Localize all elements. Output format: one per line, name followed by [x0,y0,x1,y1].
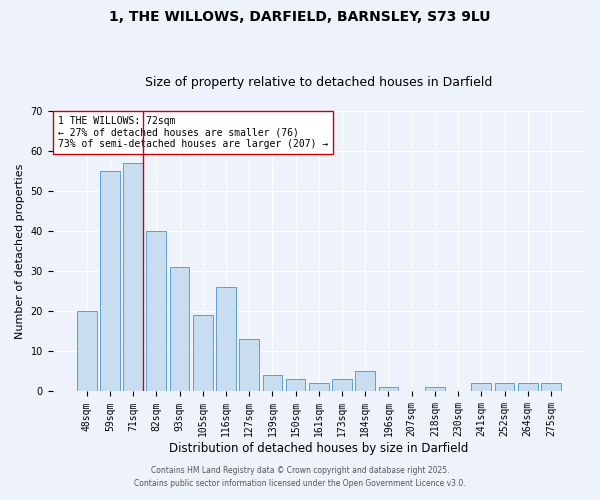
Bar [494,384,514,392]
Bar [263,376,282,392]
Bar [472,384,491,392]
Y-axis label: Number of detached properties: Number of detached properties [15,164,25,339]
Bar [100,172,120,392]
Bar [170,268,190,392]
Text: 1 THE WILLOWS: 72sqm
← 27% of detached houses are smaller (76)
73% of semi-detac: 1 THE WILLOWS: 72sqm ← 27% of detached h… [58,116,328,149]
Bar [379,388,398,392]
Title: Size of property relative to detached houses in Darfield: Size of property relative to detached ho… [145,76,493,90]
X-axis label: Distribution of detached houses by size in Darfield: Distribution of detached houses by size … [169,442,469,455]
Bar [425,388,445,392]
Bar [77,312,97,392]
Bar [193,316,212,392]
Bar [286,380,305,392]
Text: Contains HM Land Registry data © Crown copyright and database right 2025.
Contai: Contains HM Land Registry data © Crown c… [134,466,466,487]
Bar [309,384,329,392]
Bar [146,232,166,392]
Bar [123,164,143,392]
Bar [355,372,375,392]
Bar [541,384,561,392]
Text: 1, THE WILLOWS, DARFIELD, BARNSLEY, S73 9LU: 1, THE WILLOWS, DARFIELD, BARNSLEY, S73 … [109,10,491,24]
Bar [518,384,538,392]
Bar [332,380,352,392]
Bar [239,340,259,392]
Bar [216,288,236,392]
